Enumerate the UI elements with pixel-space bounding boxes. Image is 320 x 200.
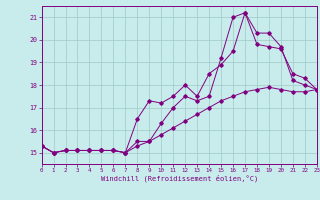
X-axis label: Windchill (Refroidissement éolien,°C): Windchill (Refroidissement éolien,°C) [100,175,258,182]
